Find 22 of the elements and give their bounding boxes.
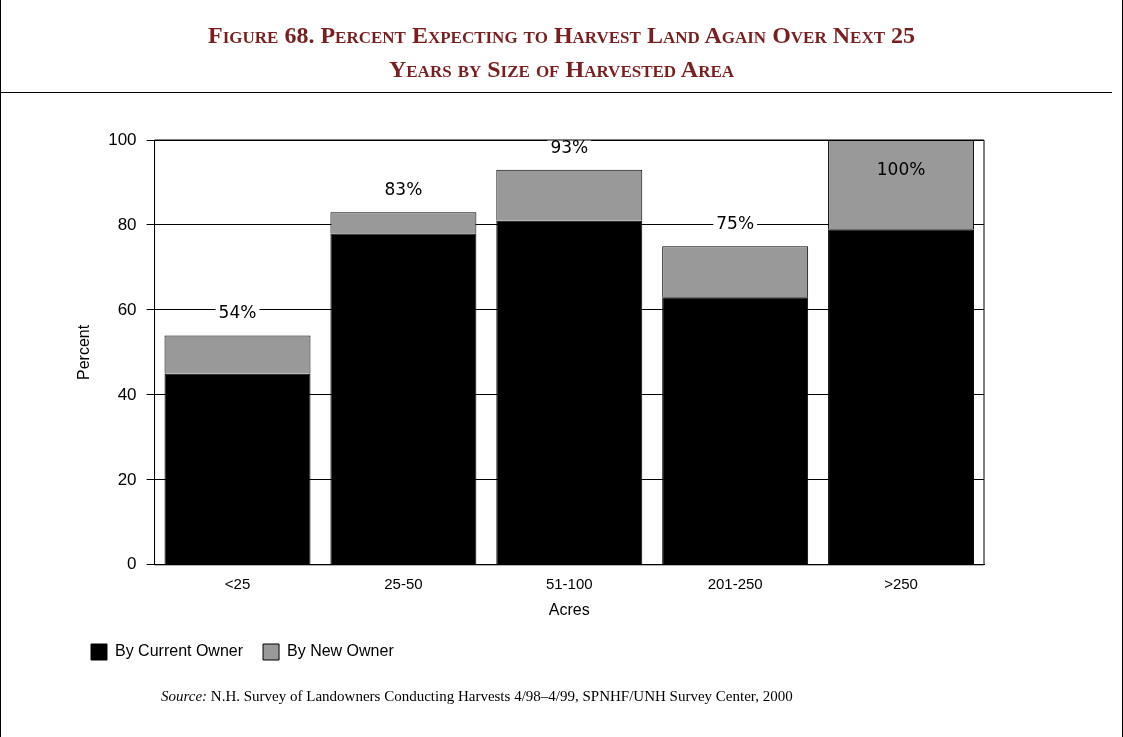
- y-axis-title: Percent: [75, 324, 93, 380]
- source-note: Source: N.H. Survey of Landowners Conducting Harvests 4/98–4/99, SPNHF/UNH Survey Center, 2000: [161, 688, 793, 705]
- total-label: 93%: [550, 136, 589, 157]
- legend-label: By New Owner: [287, 642, 395, 660]
- y-tick-label: 100: [108, 129, 137, 149]
- y-tick-label: 0: [127, 554, 137, 574]
- y-tick-label: 20: [117, 469, 137, 489]
- legend-label: By Current Owner: [115, 642, 244, 660]
- total-label: 75%: [716, 213, 755, 234]
- total-label: 54%: [218, 302, 257, 323]
- y-tick-label: 60: [117, 299, 137, 319]
- x-tick-label: >250: [884, 574, 918, 592]
- x-tick-label: 201-250: [707, 574, 763, 592]
- x-tick-label: 51-100: [545, 574, 593, 592]
- x-tick-label: 25-50: [384, 574, 423, 592]
- x-axis-title: Acres: [548, 600, 590, 618]
- x-tick-label: <25: [224, 574, 251, 592]
- chart-title: Figure 68. Percent Expecting to Harvest Land Again Over Next 25 Years by Size of Harvested Area: [207, 21, 916, 84]
- total-label: 100%: [876, 158, 926, 179]
- y-tick-label: 80: [117, 214, 137, 234]
- y-tick-label: 40: [117, 384, 137, 404]
- total-label: 83%: [384, 179, 423, 200]
